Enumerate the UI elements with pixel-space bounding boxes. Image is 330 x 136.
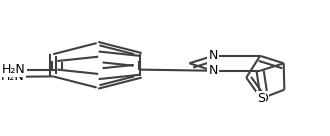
Text: N: N: [208, 64, 218, 77]
Text: H₂N: H₂N: [1, 70, 24, 83]
Text: H₂N: H₂N: [2, 63, 25, 76]
Text: N: N: [208, 49, 218, 62]
Text: S: S: [257, 92, 265, 105]
Text: O: O: [258, 92, 268, 105]
